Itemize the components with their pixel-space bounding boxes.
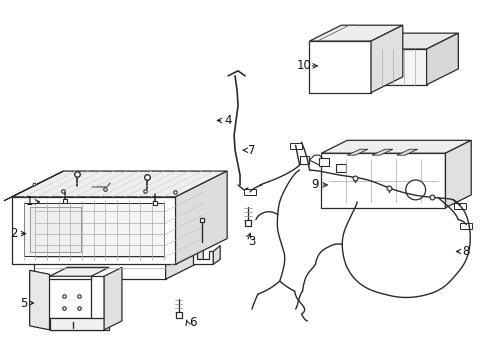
Polygon shape bbox=[194, 251, 213, 264]
Polygon shape bbox=[166, 181, 203, 279]
Polygon shape bbox=[49, 276, 104, 330]
Polygon shape bbox=[371, 33, 458, 49]
Polygon shape bbox=[30, 270, 49, 330]
Polygon shape bbox=[336, 164, 346, 172]
Polygon shape bbox=[34, 181, 203, 200]
Polygon shape bbox=[445, 140, 471, 208]
Polygon shape bbox=[12, 197, 175, 264]
Polygon shape bbox=[371, 25, 403, 93]
Polygon shape bbox=[347, 149, 368, 155]
Text: 7: 7 bbox=[248, 144, 256, 157]
Polygon shape bbox=[372, 149, 393, 155]
Text: 8: 8 bbox=[463, 245, 470, 258]
Polygon shape bbox=[30, 207, 81, 252]
Polygon shape bbox=[397, 149, 417, 155]
Polygon shape bbox=[427, 33, 458, 85]
Text: 3: 3 bbox=[248, 235, 256, 248]
Polygon shape bbox=[321, 140, 471, 153]
Polygon shape bbox=[310, 155, 324, 165]
Polygon shape bbox=[49, 267, 109, 276]
Polygon shape bbox=[49, 318, 109, 330]
Text: 9: 9 bbox=[312, 179, 319, 192]
Polygon shape bbox=[213, 246, 220, 264]
Text: 5: 5 bbox=[20, 297, 27, 310]
Polygon shape bbox=[104, 267, 122, 330]
Polygon shape bbox=[4, 171, 63, 201]
Polygon shape bbox=[460, 223, 472, 229]
Circle shape bbox=[406, 180, 426, 200]
Polygon shape bbox=[319, 158, 329, 166]
Text: 6: 6 bbox=[189, 316, 196, 329]
Text: 2: 2 bbox=[10, 227, 18, 240]
Polygon shape bbox=[290, 143, 301, 149]
Polygon shape bbox=[34, 200, 166, 279]
Polygon shape bbox=[175, 171, 227, 264]
Polygon shape bbox=[321, 153, 445, 208]
Polygon shape bbox=[454, 203, 466, 209]
Text: 1: 1 bbox=[26, 195, 33, 208]
Polygon shape bbox=[24, 203, 164, 256]
Polygon shape bbox=[299, 156, 310, 164]
Text: 10: 10 bbox=[297, 59, 312, 72]
Text: 4: 4 bbox=[224, 114, 232, 127]
Polygon shape bbox=[244, 189, 256, 195]
Polygon shape bbox=[310, 41, 371, 93]
Polygon shape bbox=[310, 25, 403, 41]
Polygon shape bbox=[371, 49, 427, 85]
Polygon shape bbox=[12, 171, 227, 197]
